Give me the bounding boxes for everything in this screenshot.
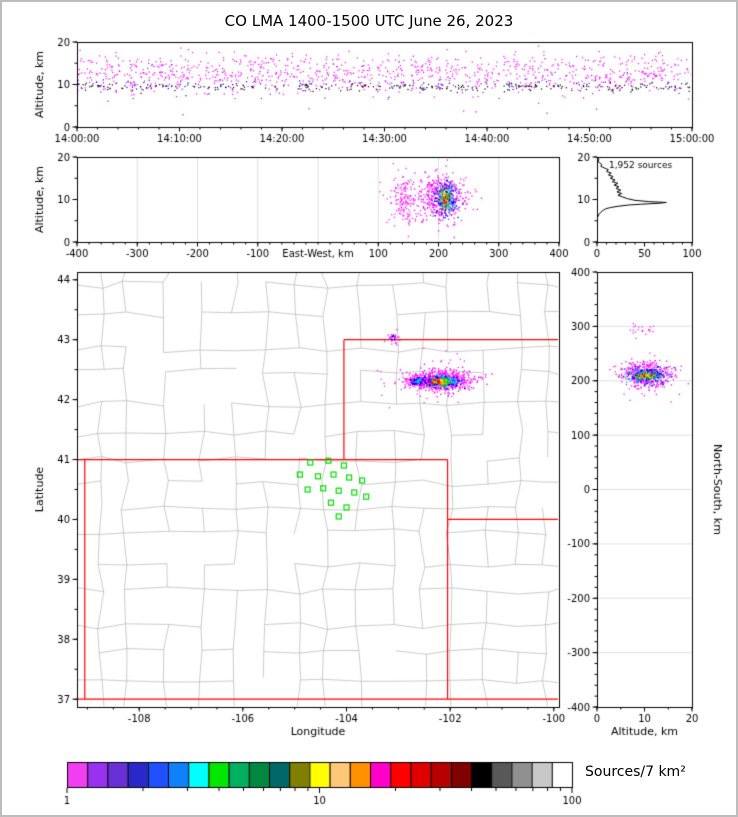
colorbar-panel [2, 750, 736, 815]
colorbar-canvas [2, 750, 736, 815]
time_height-canvas [2, 32, 736, 150]
alt_histogram-canvas [562, 150, 736, 260]
east-west-altitude-panel [2, 150, 592, 260]
plan-view-map-panel [2, 260, 592, 752]
north-south-altitude-panel [562, 260, 736, 752]
ns_altitude-canvas [562, 260, 736, 752]
time-height-panel [2, 32, 736, 150]
map-canvas [2, 260, 592, 752]
altitude-histogram-panel [562, 150, 736, 260]
ew_altitude-canvas [2, 150, 592, 260]
page-title: CO LMA 1400-1500 UTC June 26, 2023 [224, 12, 514, 30]
colorbar-label: Sources/7 km² [585, 764, 686, 780]
